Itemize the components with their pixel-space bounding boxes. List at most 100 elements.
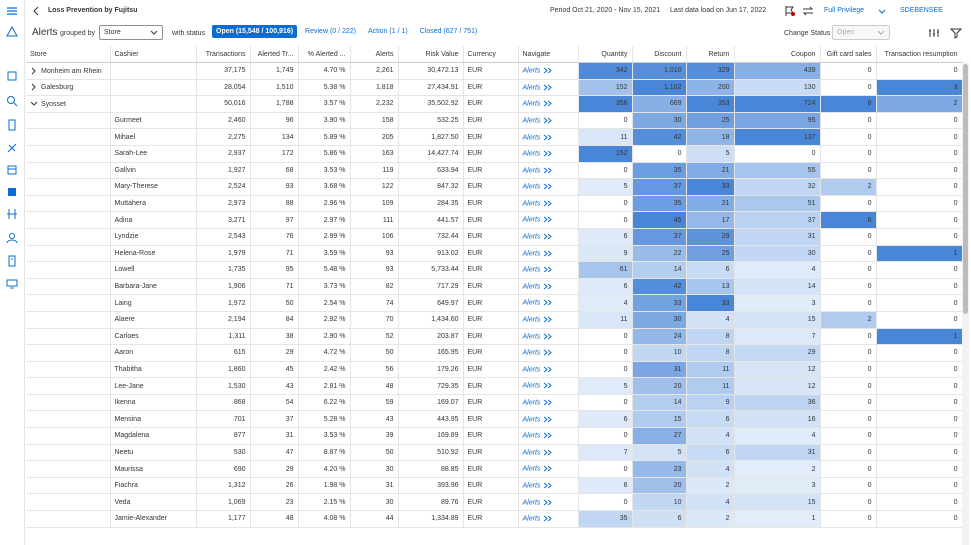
cashier-row[interactable]: Gurmeet 2,460 96 3.90 % 158 532.25 EUR Alerts 0 3… xyxy=(26,112,962,130)
alerts-link[interactable]: Alerts xyxy=(522,399,541,407)
alerts-link[interactable]: Alerts xyxy=(522,415,541,423)
nav-arrow[interactable] xyxy=(543,382,553,389)
store-row[interactable]: Syosset 50,016 1,788 3.57 % 2,232 35,502.92 EU… xyxy=(26,95,962,113)
alerts-link[interactable]: Alerts xyxy=(522,465,541,473)
nav-arrow[interactable] xyxy=(543,399,553,406)
cashier-row[interactable]: Neetu 530 47 8.87 % 50 510.92 EUR Alerts 7 5 6 31 0 0 xyxy=(26,444,962,462)
nav-arrow[interactable] xyxy=(543,134,553,141)
nav-arrow[interactable] xyxy=(543,366,553,373)
nav-arrow[interactable] xyxy=(543,432,553,439)
back-icon[interactable] xyxy=(32,6,40,16)
nav-arrow[interactable] xyxy=(543,349,553,356)
alerts-link[interactable]: Alerts xyxy=(522,250,541,257)
cashier-row[interactable]: Maurissa 690 29 4.20 % 30 88.85 EUR Alerts 0 23 4 2… xyxy=(26,460,962,478)
alerts-link[interactable]: Alerts xyxy=(522,84,541,92)
cashier-row[interactable]: Sarah-Lee 2,937 172 5.86 % 163 14,427.74 EUR Al… xyxy=(26,145,962,163)
status-tab[interactable]: Open (15,548 / 100,916) xyxy=(212,25,298,38)
column-header[interactable]: Return xyxy=(686,46,735,63)
nav-arrow[interactable] xyxy=(543,465,553,472)
alerts-link[interactable]: Alerts xyxy=(522,349,541,357)
cashier-row[interactable]: Lowell 1,735 95 5.48 % 93 5,733.44 EUR Alerts 61… xyxy=(26,261,962,279)
alerts-link[interactable]: Alerts xyxy=(522,133,541,141)
cashier-row[interactable]: Alaere 2,194 84 2.92 % 70 1,434.60 EUR Alerts 11… xyxy=(26,311,962,329)
cashier-row[interactable]: Ikenna 868 54 6.22 % 59 169.07 EUR Alerts 0 14 9 36… xyxy=(26,394,962,412)
filter-icon[interactable] xyxy=(950,27,962,39)
column-header[interactable]: Risk Value xyxy=(398,46,464,63)
alerts-link[interactable]: Alerts xyxy=(522,299,541,307)
nav-icon[interactable] xyxy=(6,119,18,131)
nav-icon[interactable] xyxy=(6,164,18,176)
nav-arrow[interactable] xyxy=(543,333,553,340)
alerts-link[interactable]: Alerts xyxy=(522,233,541,241)
store-row[interactable]: Monheim am Rhein 37,175 1,749 4.70 % 2,261 30… xyxy=(26,62,962,80)
nav-arrow[interactable] xyxy=(543,299,553,306)
nav-icon[interactable] xyxy=(6,255,18,267)
alerts-link[interactable]: Alerts xyxy=(522,482,541,490)
cashier-row[interactable]: Aaron 615 29 4.72 % 50 165.95 EUR Alerts 0 10 8 29 0… xyxy=(26,344,962,362)
cashier-row[interactable]: Lee-Jane 1,530 43 2.81 % 48 729.35 EUR Alerts 5 2… xyxy=(26,377,962,395)
alerts-link[interactable]: Alerts xyxy=(522,266,541,274)
nav-arrow[interactable] xyxy=(543,183,553,190)
nav-icon[interactable] xyxy=(6,278,18,290)
column-header[interactable]: Transaction resumption xyxy=(876,46,962,63)
flag-icon[interactable] xyxy=(784,5,796,17)
alerts-link[interactable]: Alerts xyxy=(522,216,541,224)
alerts-link[interactable]: Alerts xyxy=(522,515,541,523)
store-row[interactable]: Galesburg 28,054 1,510 5.38 % 1,818 27,434.91… xyxy=(26,79,962,97)
menu-icon[interactable] xyxy=(6,6,18,16)
cashier-row[interactable]: Jamie-Alexander 1,177 48 4.08 % 44 1,334.89 EU… xyxy=(26,510,962,528)
expand-icon[interactable] xyxy=(30,67,38,75)
column-header[interactable]: % Alerted ... xyxy=(298,46,351,63)
settings-icon[interactable] xyxy=(928,27,940,39)
nav-arrow[interactable] xyxy=(543,266,553,273)
status-tab[interactable]: Closed (627 / 751) xyxy=(419,28,478,35)
nav-icon[interactable] xyxy=(6,232,18,244)
nav-arrow[interactable] xyxy=(543,100,553,107)
column-header[interactable]: Cashier xyxy=(110,46,197,63)
column-header[interactable]: Gift card sales xyxy=(820,46,877,63)
change-select[interactable]: Open xyxy=(832,25,890,40)
cashier-row[interactable]: Muttahera 2,973 88 2.96 % 109 284.35 EUR Alerts… xyxy=(26,195,962,213)
cashier-row[interactable]: Carloes 1,311 38 2.90 % 52 203.87 EUR Alerts 0 24… xyxy=(26,328,962,346)
nav-arrow[interactable] xyxy=(543,67,553,74)
nav-arrow[interactable] xyxy=(543,167,553,174)
cashier-row[interactable]: Magdalena 877 31 3.53 % 39 169.89 EUR Alerts 0 27… xyxy=(26,427,962,445)
nav-arrow[interactable] xyxy=(543,233,553,240)
nav-icon[interactable] xyxy=(6,186,18,198)
nav-arrow[interactable] xyxy=(543,250,553,257)
column-header[interactable]: Currency xyxy=(463,46,519,63)
group-select[interactable]: Store xyxy=(99,25,163,40)
status-tab[interactable]: Review (0 / 222) xyxy=(305,28,357,35)
expand-icon[interactable] xyxy=(30,100,38,108)
cashier-row[interactable]: Adina 3,271 97 2.97 % 111 441.57 EUR Alerts 0 45 1… xyxy=(26,211,962,229)
cashier-row[interactable]: Fiachra 1,312 26 1.98 % 31 393.96 EUR Alerts 6 20… xyxy=(26,477,962,495)
column-header[interactable]: Alerts xyxy=(350,46,399,63)
alerts-link[interactable]: Alerts xyxy=(522,150,541,158)
alerts-link[interactable]: Alerts xyxy=(522,498,541,506)
nav-arrow[interactable] xyxy=(543,200,553,207)
cashier-row[interactable]: Mensina 701 37 5.28 % 43 443.95 EUR Alerts 6 15 6 1… xyxy=(26,410,962,429)
cashier-row[interactable]: Veda 1,069 23 2.15 % 30 89.76 EUR Alerts 0 10 4 15 0… xyxy=(26,493,962,512)
scrollbar[interactable] xyxy=(962,62,969,545)
nav-arrow[interactable] xyxy=(543,316,553,323)
nav-arrow[interactable] xyxy=(543,84,553,91)
alerts-link[interactable]: Alerts xyxy=(522,200,541,208)
column-header[interactable]: Transactions xyxy=(196,46,251,63)
column-header[interactable]: Store xyxy=(26,46,111,63)
privilege[interactable]: Full Privilege xyxy=(824,7,865,14)
cashier-row[interactable]: Mihael 2,275 134 5.89 % 205 1,827.50 EUR Alerts… xyxy=(26,128,962,146)
alerts-link[interactable]: Alerts xyxy=(522,382,541,390)
alerts-link[interactable]: Alerts xyxy=(522,100,541,108)
nav-arrow[interactable] xyxy=(543,150,553,157)
scroll-thumb[interactable] xyxy=(963,64,968,314)
column-header[interactable]: Navigate xyxy=(518,46,579,63)
nav-arrow[interactable] xyxy=(543,482,553,489)
nav-arrow[interactable] xyxy=(543,117,553,124)
nav-arrow[interactable] xyxy=(543,416,553,423)
nav-icon[interactable] xyxy=(6,70,18,82)
cashier-row[interactable]: Helena-Rose 1,979 71 3.59 % 93 913.02 EUR Alert… xyxy=(26,245,962,263)
nav-arrow[interactable] xyxy=(543,499,553,506)
alerts-link[interactable]: Alerts xyxy=(522,183,541,191)
cashier-row[interactable]: Barbara-Jane 1,906 71 3.73 % 82 717.29 EUR Aler… xyxy=(26,278,962,296)
nav-arrow[interactable] xyxy=(543,515,553,522)
